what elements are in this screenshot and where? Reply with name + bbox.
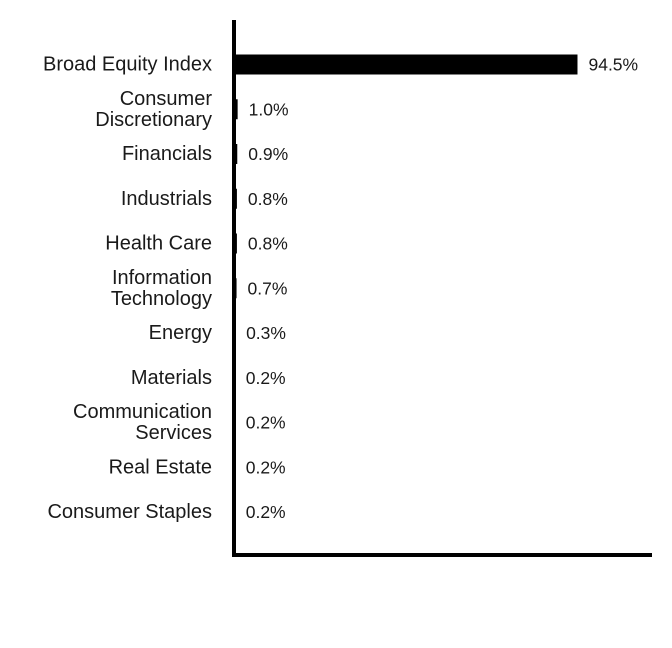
value-label: 0.8% xyxy=(248,234,288,254)
bar xyxy=(234,54,578,75)
category-label: Communication Services xyxy=(73,401,212,444)
category-label-line: Real Estate xyxy=(109,456,212,478)
category-label: Health Care xyxy=(105,233,212,255)
category-label: Information Technology xyxy=(111,267,212,310)
category-label-line: Materials xyxy=(131,367,212,389)
category-label: Real Estate xyxy=(109,456,212,478)
category-label-line: Discretionary xyxy=(95,109,212,131)
category-label-line: Energy xyxy=(149,322,212,344)
category-label-line: Health Care xyxy=(105,233,212,255)
category-label-line: Broad Equity Index xyxy=(43,54,212,76)
value-label: 0.3% xyxy=(246,323,286,343)
category-label: Energy xyxy=(149,322,212,344)
labels-layer: Broad Equity Index 94.5% Consumer Discretio… xyxy=(43,54,638,524)
category-label-line: Information xyxy=(112,267,212,289)
category-label: Consumer Staples xyxy=(47,501,212,523)
value-label: 1.0% xyxy=(249,99,289,119)
value-label: 0.2% xyxy=(246,502,286,522)
value-label: 0.7% xyxy=(248,278,288,298)
value-label: 0.8% xyxy=(248,189,288,209)
value-label: 0.2% xyxy=(246,413,286,433)
value-label: 0.2% xyxy=(246,457,286,477)
category-label-line: Financials xyxy=(122,143,212,165)
category-label: Materials xyxy=(131,367,212,389)
category-label: Consumer Discretionary xyxy=(95,88,212,131)
category-label-line: Industrials xyxy=(121,188,212,210)
category-label-line: Consumer Staples xyxy=(47,501,212,523)
value-label: 0.2% xyxy=(246,368,286,388)
category-label: Financials xyxy=(122,143,212,165)
category-label-line: Consumer xyxy=(120,88,213,110)
value-label: 0.9% xyxy=(248,144,288,164)
category-label: Broad Equity Index xyxy=(43,54,212,76)
category-label-line: Communication xyxy=(73,401,212,423)
category-label: Industrials xyxy=(121,188,212,210)
value-label: 94.5% xyxy=(588,55,638,75)
category-label-line: Services xyxy=(135,422,212,444)
category-label-line: Technology xyxy=(111,288,212,310)
